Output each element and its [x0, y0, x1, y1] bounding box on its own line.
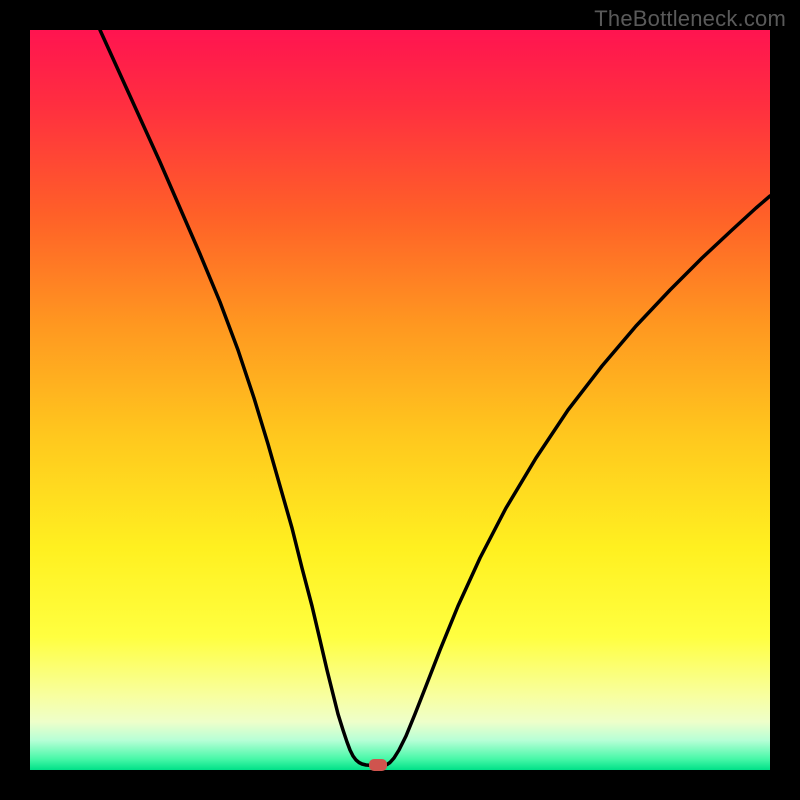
- chart-frame: TheBottleneck.com: [0, 0, 800, 800]
- minimum-marker: [369, 759, 387, 771]
- bottleneck-chart: [0, 0, 800, 800]
- plot-background: [30, 30, 770, 770]
